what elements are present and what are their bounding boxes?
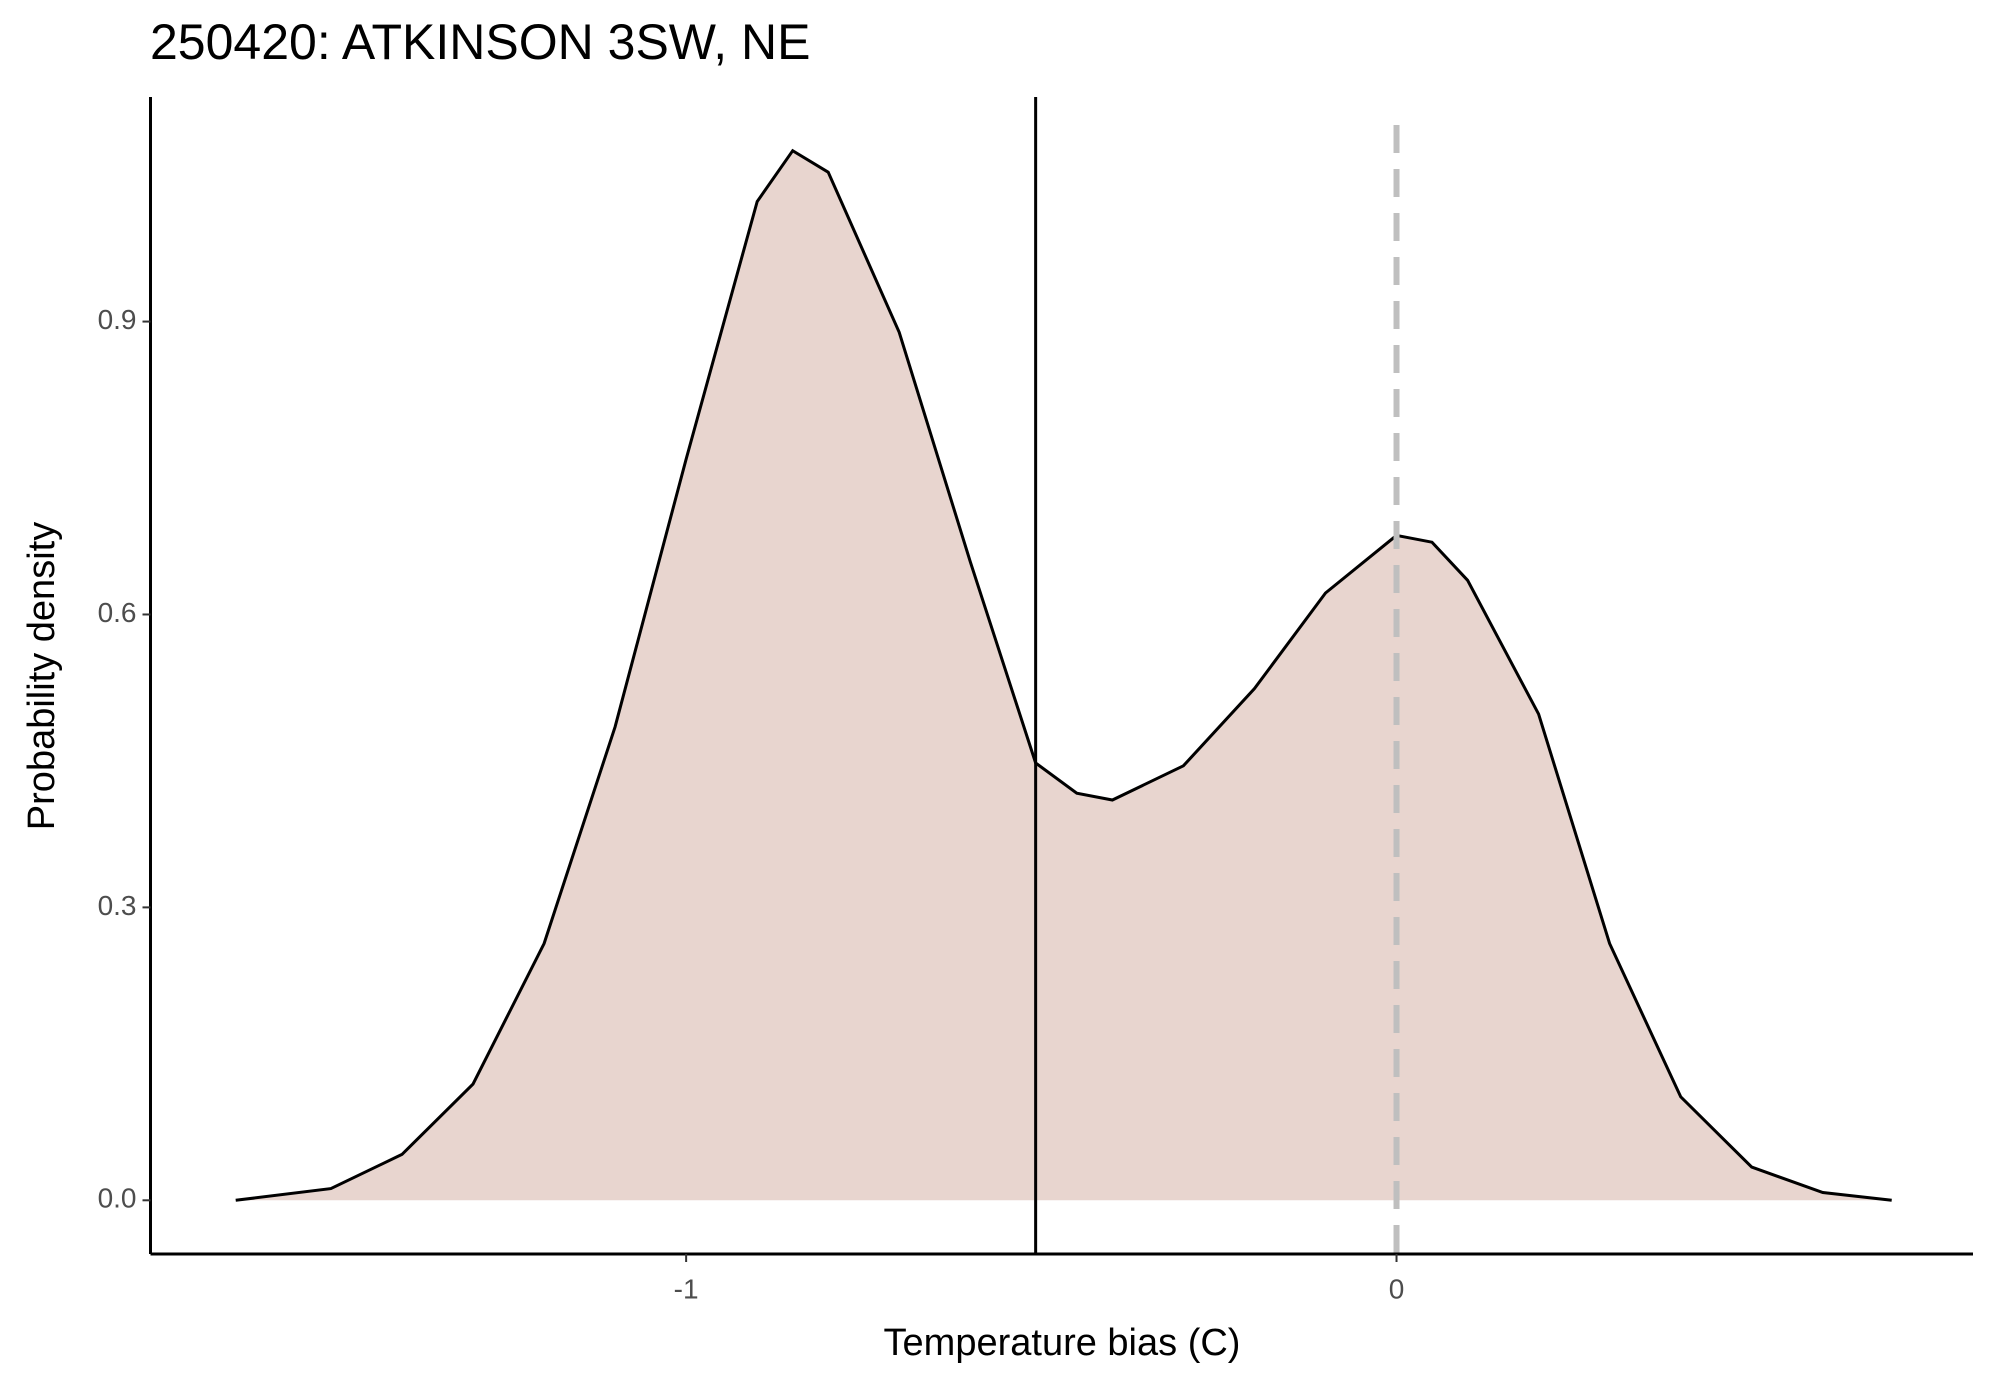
- x-tick-label: 0: [1389, 1273, 1405, 1304]
- y-axis-title: Probability density: [21, 522, 63, 830]
- x-tick-label: -1: [674, 1273, 699, 1304]
- density-area: [235, 150, 1892, 1201]
- chart-title: 250420: ATKINSON 3SW, NE: [150, 14, 810, 70]
- y-tick-label: 0.3: [98, 890, 137, 921]
- x-axis-title: Temperature bias (C): [884, 1322, 1241, 1364]
- y-tick-label: 0.0: [98, 1183, 137, 1214]
- y-tick-label: 0.9: [98, 304, 137, 335]
- y-tick-label: 0.6: [98, 597, 137, 628]
- density-line: [235, 148, 1892, 1202]
